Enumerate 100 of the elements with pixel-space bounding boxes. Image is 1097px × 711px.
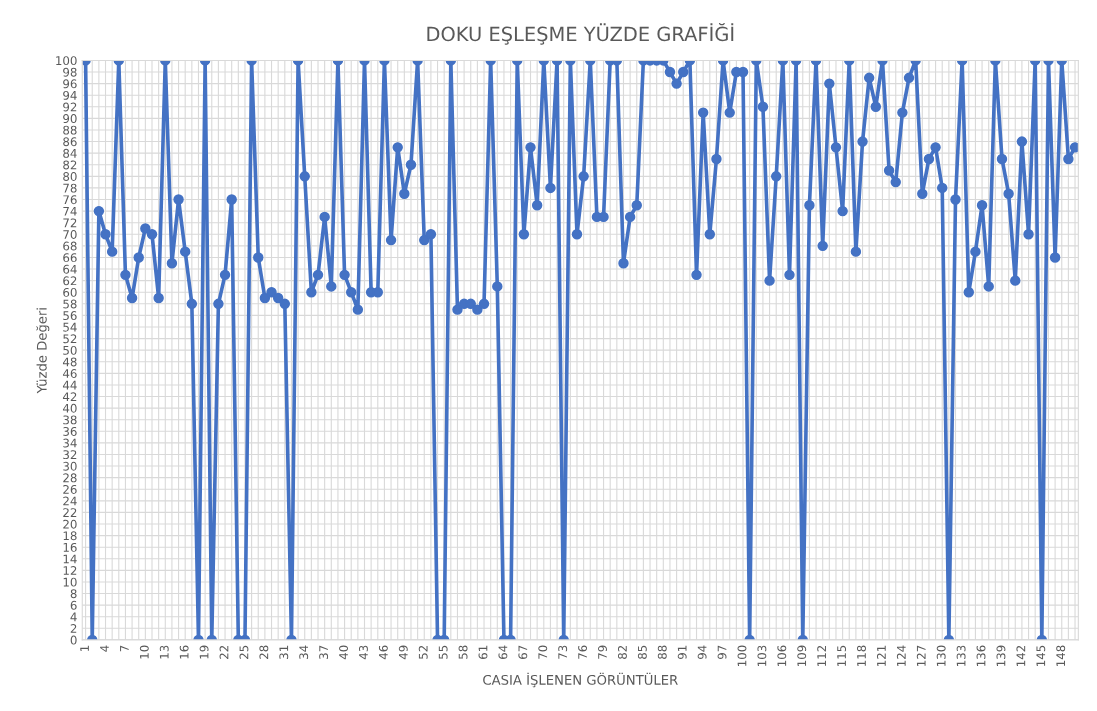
- chart-title: DOKU EŞLEŞME YÜZDE GRAFİĞİ: [427, 22, 734, 45]
- x-tick-label: 109: [797, 645, 807, 666]
- y-tick-label: 68: [63, 241, 77, 251]
- x-tick-label: 73: [558, 645, 568, 659]
- y-tick-label: 18: [63, 531, 77, 541]
- x-tick-label: 136: [976, 645, 986, 666]
- y-tick-label: 28: [63, 473, 77, 483]
- x-tick-label: 97: [717, 645, 727, 660]
- y-tick-label: 56: [63, 311, 77, 321]
- x-tick-label: 70: [538, 645, 548, 659]
- x-tick-label: 115: [837, 645, 847, 666]
- x-tick-label: 112: [817, 645, 826, 666]
- x-tick-label: 142: [1016, 645, 1026, 666]
- y-tick-label: 100: [56, 56, 77, 66]
- y-tick-label: 74: [63, 206, 77, 216]
- x-tick-label: 22: [219, 645, 229, 659]
- y-tick-label: 70: [63, 230, 77, 239]
- x-tick-label: 118: [857, 645, 866, 666]
- x-tick-label: 55: [438, 645, 448, 659]
- y-tick-label: 60: [63, 287, 77, 297]
- y-tick-label: 58: [63, 299, 77, 309]
- y-tick-label: 62: [63, 276, 77, 286]
- x-tick-label: 79: [598, 645, 607, 659]
- x-tick-label: 76: [578, 645, 588, 659]
- y-tick-label: 2: [70, 624, 77, 633]
- x-tick-label: 127: [916, 645, 926, 666]
- x-tick-label: 40: [339, 645, 348, 660]
- y-tick-label: 16: [63, 542, 77, 552]
- x-tick-label: 13: [159, 645, 169, 659]
- y-tick-label: 82: [63, 160, 77, 170]
- y-tick-label: 78: [63, 183, 77, 193]
- y-tick-label: 34: [63, 438, 77, 448]
- y-tick-label: 26: [63, 484, 77, 494]
- x-tick-label: 148: [1056, 645, 1066, 666]
- x-tick-label: 64: [498, 645, 508, 659]
- x-tick-label: 25: [239, 645, 249, 659]
- x-axis-title: CASIA İŞLENEN GÖRÜNTÜLER: [483, 672, 678, 688]
- x-tick-label: 46: [378, 645, 388, 660]
- x-tick-label: 145: [1036, 645, 1046, 666]
- y-tick-label: 88: [63, 125, 77, 135]
- x-tick-label: 34: [299, 645, 309, 659]
- y-tick-label: 24: [63, 496, 77, 506]
- x-tick-label: 139: [996, 645, 1006, 666]
- x-tick-label: 49: [398, 645, 408, 660]
- y-tick-label: 0: [70, 635, 77, 645]
- y-tick-label: 14: [63, 554, 77, 564]
- y-tick-label: 86: [63, 137, 77, 147]
- y-tick-label: 76: [63, 195, 77, 205]
- x-tick-label: 121: [876, 645, 886, 666]
- x-tick-label: 4: [100, 645, 109, 652]
- x-tick-label: 124: [896, 645, 906, 666]
- x-tick-label: 43: [358, 645, 368, 660]
- y-tick-label: 48: [62, 357, 77, 367]
- x-tick-label: 1: [80, 645, 89, 651]
- y-tick-label: 20: [63, 519, 77, 529]
- y-tick-label: 96: [63, 79, 77, 89]
- x-tick-label: 130: [936, 645, 946, 666]
- x-tick-label: 28: [259, 645, 269, 659]
- y-tick-label: 32: [63, 450, 77, 460]
- x-tick-label: 10: [139, 645, 149, 659]
- x-tick-label: 37: [319, 645, 329, 659]
- y-tick-label: 22: [63, 508, 77, 517]
- y-tick-label: 98: [63, 67, 77, 77]
- x-tick-label: 94: [697, 645, 707, 660]
- y-tick-label: 8: [70, 589, 77, 599]
- y-tick-label: 30: [63, 461, 77, 471]
- y-tick-label: 90: [63, 114, 77, 124]
- x-tick-label: 88: [657, 645, 667, 659]
- x-tick-label: 82: [617, 645, 627, 659]
- y-tick-label: 94: [63, 90, 77, 100]
- y-tick-label: 66: [63, 253, 77, 263]
- x-tick-label: 31: [279, 645, 289, 659]
- x-tick-label: 103: [757, 645, 767, 666]
- y-tick-label: 50: [63, 345, 77, 355]
- x-tick-label: 133: [956, 645, 966, 666]
- y-tick-label: 12: [63, 566, 77, 575]
- x-tick-label: 58: [458, 645, 468, 659]
- x-tick-label: 91: [677, 645, 687, 660]
- y-tick-label: 40: [62, 403, 77, 413]
- y-tick-label: 10: [63, 577, 77, 587]
- x-tick-label: 52: [418, 645, 428, 659]
- x-tick-label: 67: [518, 645, 528, 659]
- y-tick-label: 44: [62, 380, 77, 390]
- x-tick-label: 7: [120, 645, 129, 652]
- y-tick-label: 38: [63, 415, 77, 425]
- y-tick-label: 92: [63, 102, 77, 112]
- y-axis-title: Yüzde Değeri: [36, 308, 50, 394]
- y-tick-label: 80: [63, 172, 77, 181]
- y-tick-label: 46: [62, 369, 77, 378]
- x-tick-label: 61: [478, 645, 488, 659]
- x-tick-label: 19: [199, 645, 209, 659]
- y-tick-label: 64: [63, 264, 77, 274]
- y-tick-label: 54: [63, 322, 77, 332]
- x-tick-label: 100: [737, 645, 747, 666]
- x-tick-label: 85: [637, 645, 647, 659]
- x-tick-label: 106: [777, 645, 787, 666]
- x-tick-label: 16: [179, 645, 189, 659]
- y-tick-label: 6: [70, 600, 77, 610]
- y-tick-label: 4: [70, 612, 77, 622]
- y-tick-label: 52: [63, 334, 77, 344]
